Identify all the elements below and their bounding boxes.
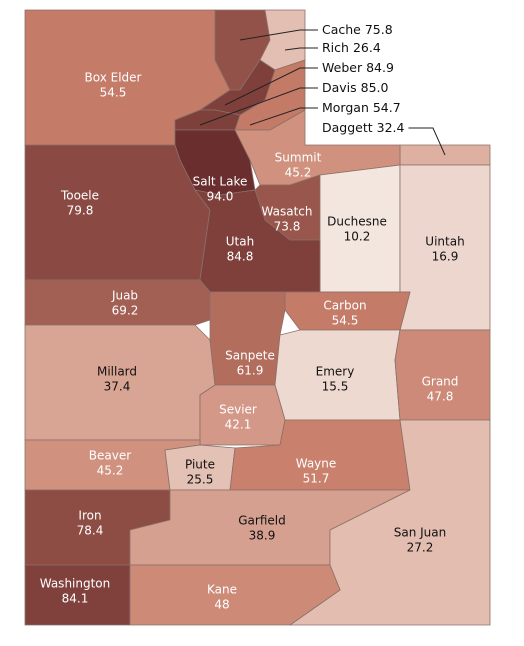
county-value: 84.8: [227, 250, 254, 264]
county-name: Wasatch: [262, 205, 313, 219]
county-value: 54.5: [332, 314, 359, 328]
callout-label: Daggett 32.4: [322, 120, 405, 135]
county-name: Rich: [322, 40, 349, 55]
county-name: Duchesne: [327, 215, 387, 229]
county-name: Uintah: [425, 235, 464, 249]
county: [24, 279, 211, 326]
county-name: Beaver: [89, 449, 131, 463]
county-name: Emery: [316, 365, 355, 379]
county-value: 26.4: [353, 40, 381, 55]
county-name: Morgan: [322, 100, 369, 115]
county-name: San Juan: [394, 526, 447, 540]
county-value: 54.5: [100, 86, 127, 100]
county-value: 85.0: [361, 80, 389, 95]
county-value: 61.9: [237, 364, 264, 378]
county: [194, 189, 321, 293]
county-name: Millard: [97, 365, 137, 379]
leader-line: [239, 29, 318, 41]
county-name: Daggett: [322, 120, 373, 135]
county-name: Davis: [322, 80, 357, 95]
county-value: 45.2: [97, 464, 124, 478]
county-value: 84.1: [62, 592, 89, 606]
county-name: Box Elder: [85, 71, 142, 85]
county-name: Salt Lake: [193, 175, 248, 189]
leader-line: [284, 47, 318, 51]
county-value: 15.5: [322, 380, 349, 394]
county-name: Washington: [40, 577, 111, 591]
county-value: 42.1: [225, 418, 252, 432]
county-value: 69.2: [112, 304, 139, 318]
county-name: Utah: [226, 235, 254, 249]
county-value: 16.9: [432, 250, 459, 264]
callout-label: Cache 75.8: [322, 22, 393, 37]
county-value: 94.0: [207, 190, 234, 204]
county-name: Kane: [207, 583, 237, 597]
county-name: Sevier: [219, 403, 257, 417]
county-value: 37.4: [104, 380, 131, 394]
county-value: 78.4: [77, 524, 104, 538]
callout-label: Weber 84.9: [322, 60, 394, 75]
leader-line: [199, 87, 318, 126]
callout-label: Rich 26.4: [322, 40, 381, 55]
county-value: 47.8: [427, 390, 454, 404]
county-name: Wayne: [296, 457, 337, 471]
county-name: Cache: [322, 22, 361, 37]
county-value: 75.8: [365, 22, 393, 37]
county-value: 38.9: [249, 529, 276, 543]
county-value: 45.2: [285, 166, 312, 180]
county-value: 32.4: [377, 120, 405, 135]
leader-line: [224, 67, 318, 106]
county-value: 73.8: [274, 220, 301, 234]
county-name: Summit: [275, 151, 322, 165]
county-name: Garfield: [238, 514, 285, 528]
callout-label: Davis 85.0: [322, 80, 389, 95]
county-name: Sanpete: [225, 349, 275, 363]
county-value: 48: [214, 598, 229, 612]
callout-label: Morgan 54.7: [322, 100, 401, 115]
county-value: 79.8: [67, 204, 94, 218]
county: [129, 564, 341, 626]
leader-line: [249, 107, 318, 126]
county-name: Piute: [185, 458, 215, 472]
county-value: 10.2: [344, 230, 371, 244]
county-name: Weber: [322, 60, 363, 75]
county-name: Grand: [422, 375, 459, 389]
county-name: Tooele: [60, 189, 99, 203]
county: [24, 144, 211, 281]
county-value: 84.9: [366, 60, 394, 75]
county-value: 25.5: [187, 473, 214, 487]
county-value: 51.7: [303, 472, 330, 486]
county-value: 27.2: [407, 541, 434, 555]
county-name: Iron: [78, 509, 101, 523]
counties: [24, 9, 491, 626]
county-name: Juab: [111, 289, 138, 303]
county-value: 54.7: [373, 100, 401, 115]
county: [319, 164, 401, 293]
county-name: Carbon: [323, 299, 366, 313]
leader-line: [408, 127, 446, 156]
